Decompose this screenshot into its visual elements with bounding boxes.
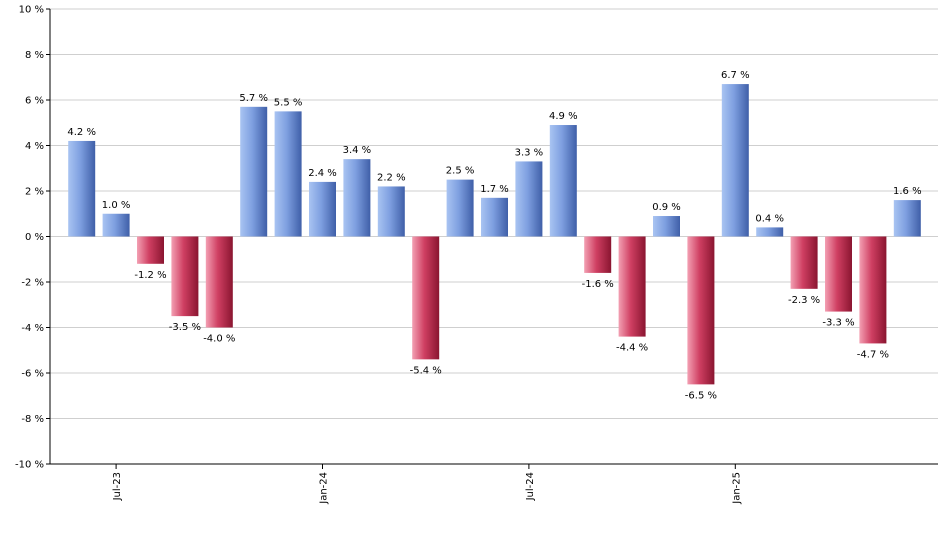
- y-axis: 10 % 8 % 6 % 4 % 2 % 0 % -2 % -4 % -6 % -8 % -10 %: [15, 5, 51, 471]
- bar: [584, 236, 612, 273]
- data-label: 5.7 %: [239, 93, 268, 104]
- y-tick-label: 0 %: [25, 232, 44, 243]
- bar: [618, 236, 646, 337]
- bar: [687, 236, 715, 385]
- bar: [171, 236, 199, 317]
- data-label: -6.5 %: [685, 390, 717, 401]
- y-tick-label: -10 %: [15, 460, 44, 471]
- bar: [721, 84, 749, 237]
- bar: [205, 236, 233, 328]
- data-label: -3.5 %: [169, 322, 201, 333]
- y-tick-label: 6 %: [25, 96, 44, 107]
- bar: [481, 197, 508, 237]
- y-tick-label: -2 %: [21, 278, 44, 289]
- data-labels: 4.2 % 1.0 % -1.2 % -3.5 %-4.0 % 5.7 % 5.5 % 2.…: [67, 70, 921, 401]
- bar: [446, 179, 474, 237]
- data-label: 4.9 %: [549, 111, 578, 122]
- bars: [68, 84, 921, 385]
- data-label: 2.5 %: [446, 166, 475, 177]
- bar: [274, 111, 302, 237]
- data-label: 1.6 %: [893, 186, 922, 197]
- data-label: -2.3 %: [788, 295, 820, 306]
- data-label: 1.7 %: [480, 184, 509, 195]
- data-label: -1.6 %: [582, 279, 614, 290]
- data-label: 2.4 %: [308, 168, 337, 179]
- bar: [412, 236, 440, 360]
- y-tick-label: -8 %: [21, 414, 44, 425]
- bar: [893, 200, 921, 237]
- data-label: -5.4 %: [410, 365, 442, 376]
- data-label: -4.7 %: [857, 349, 889, 360]
- data-label: 3.3 %: [515, 147, 544, 158]
- bar: [377, 186, 405, 237]
- x-tick-label: Jul-23: [112, 472, 123, 501]
- y-tick-label: -4 %: [21, 323, 44, 334]
- data-label: 5.5 %: [274, 97, 303, 108]
- data-label: 1.0 %: [102, 200, 131, 211]
- data-label: 4.2 %: [67, 127, 96, 138]
- data-label: 0.4 %: [755, 213, 784, 224]
- bar: [309, 181, 336, 237]
- data-label: -4.4 %: [616, 343, 648, 354]
- y-tick-label: 4 %: [25, 141, 44, 152]
- x-tick-label: Jan-24: [319, 472, 330, 505]
- x-axis: Jul-23 Jan-24 Jul-24 Jan-25: [50, 463, 938, 505]
- data-label: -1.2 %: [134, 270, 166, 281]
- data-label: -4.0 %: [203, 334, 235, 345]
- bar: [790, 236, 818, 289]
- y-tick-label: 2 %: [25, 187, 44, 198]
- data-label: 2.2 %: [377, 172, 406, 183]
- y-tick-label: 8 %: [25, 50, 44, 61]
- bar: [343, 159, 371, 237]
- y-tick-label: 10 %: [19, 5, 44, 16]
- x-tick-label: Jul-24: [525, 472, 536, 501]
- bar: [137, 236, 164, 264]
- bar: [515, 161, 543, 237]
- bar: [756, 227, 784, 237]
- bar: [549, 125, 577, 237]
- data-label: 0.9 %: [652, 202, 681, 213]
- x-tick-label: Jan-25: [731, 472, 742, 505]
- bar: [825, 236, 852, 312]
- bar: [240, 106, 268, 237]
- bar: [859, 236, 887, 344]
- bar: [68, 140, 96, 237]
- data-label: 3.4 %: [343, 145, 372, 156]
- y-tick-label: -6 %: [21, 369, 44, 380]
- bar: [102, 213, 130, 237]
- data-label: -3.3 %: [822, 318, 854, 329]
- bar: [653, 216, 680, 237]
- data-label: 6.7 %: [721, 70, 750, 81]
